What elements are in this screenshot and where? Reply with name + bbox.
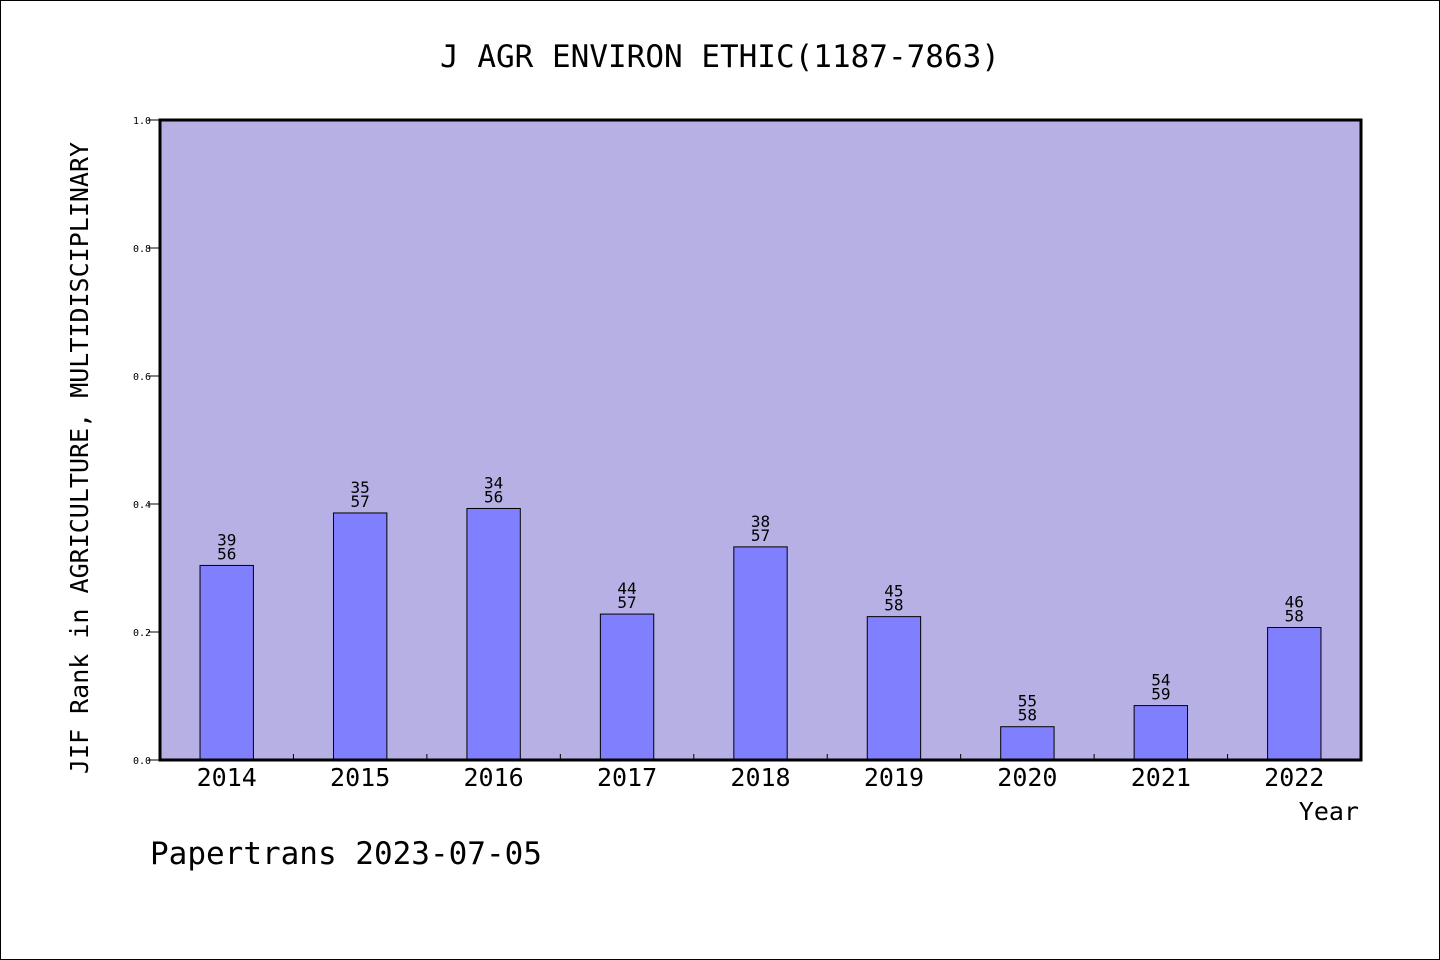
bar-2019 (866, 616, 922, 761)
bar-total-label: 58 (1018, 706, 1037, 725)
bar-2022 (1267, 627, 1322, 761)
x-tick-label: 2014 (197, 763, 257, 792)
bar-rank-label: 34 (484, 473, 503, 492)
bar-rank-label: 39 (217, 530, 236, 549)
y-tick-label: 0.8 (133, 244, 151, 255)
bar-rank-label: 44 (617, 579, 636, 598)
x-tick-label: 2022 (1264, 763, 1324, 792)
bar-2018 (733, 546, 788, 761)
chart-title: J AGR ENVIRON ETHIC(1187-7863) (440, 39, 1000, 75)
bar-rank-label: 46 (1285, 593, 1304, 612)
bar-total-label: 57 (751, 526, 770, 545)
bar-total-label: 58 (884, 596, 903, 615)
bar-total-label: 59 (1151, 685, 1170, 704)
x-tick-label: 2016 (464, 763, 524, 792)
bar-total-label: 57 (617, 593, 636, 612)
bar-rank-label: 55 (1018, 692, 1037, 711)
y-axis-label: JIF Rank in AGRICULTURE, MULTIDISCIPLINA… (65, 142, 94, 774)
bar-rank-label: 45 (884, 582, 903, 601)
bar-total-label: 56 (217, 544, 236, 563)
x-tick-label: 2017 (597, 763, 657, 792)
y-tick-label: 0.4 (133, 500, 151, 511)
bar-total-label: 58 (1285, 607, 1304, 626)
y-tick-label: 0.0 (133, 756, 151, 767)
x-axis-label: Year (1299, 797, 1359, 826)
y-axis-ticks: 0.0 0.2 0.4 0.6 0.8 1.0 (133, 116, 160, 767)
bar-2016 (466, 507, 521, 761)
x-tick-label: 2021 (1131, 763, 1191, 792)
x-tick-label: 2015 (330, 763, 390, 792)
bar-2021 (1133, 705, 1189, 761)
footer-credit: Papertrans 2023-07-05 (150, 836, 542, 872)
x-tick-label: 2019 (864, 763, 924, 792)
x-tick-label: 2018 (730, 763, 790, 792)
x-tick-label: 2020 (997, 763, 1057, 792)
bar-total-label: 57 (351, 492, 370, 511)
x-axis-ticks: 2014 2015 2016 2017 2018 2019 2020 2021 2022 (197, 754, 1324, 792)
y-tick-label: 0.6 (133, 372, 151, 383)
bar-rank-label: 54 (1151, 671, 1170, 690)
bar-2014 (199, 564, 254, 761)
bar-2017 (599, 613, 655, 761)
bar-total-label: 56 (484, 487, 503, 506)
bar-rank-label: 38 (751, 512, 770, 531)
plot-border (158, 118, 1363, 762)
bars-layer (199, 507, 1322, 761)
bar-rank-label: 35 (351, 478, 370, 497)
y-tick-label: 1.0 (133, 116, 151, 127)
bar-2015 (332, 512, 388, 761)
bar-2020 (1000, 726, 1055, 761)
y-tick-label: 0.2 (133, 628, 151, 639)
